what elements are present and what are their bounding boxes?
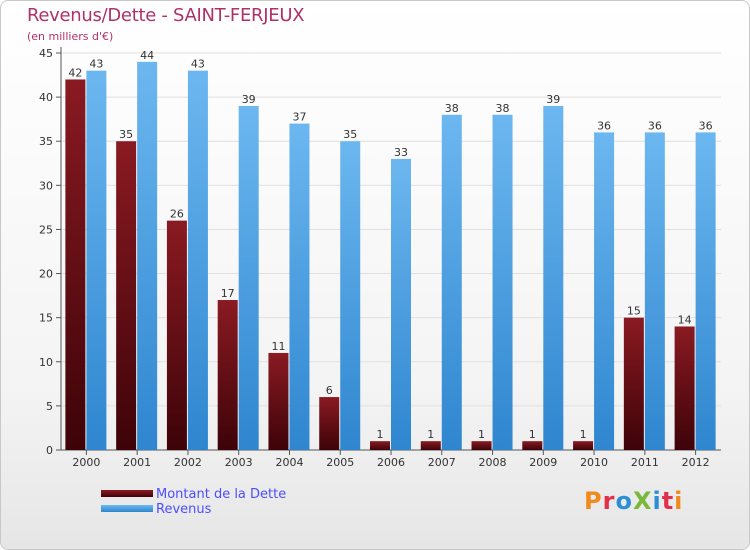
data-label-debt: 1 [580, 428, 587, 441]
proxiti-logo: ProXiti [584, 487, 683, 515]
bar-revenue [441, 114, 462, 450]
bar-revenue [340, 141, 361, 450]
y-tick-label: 30 [39, 179, 53, 192]
bar-debt [65, 79, 86, 450]
y-tick-label: 20 [39, 268, 53, 281]
data-label-revenue: 38 [445, 102, 459, 115]
bar-revenue [187, 70, 208, 451]
logo-letter: t [661, 487, 675, 515]
data-label-debt: 1 [377, 428, 384, 441]
data-label-revenue: 36 [597, 119, 611, 132]
bar-revenue [594, 132, 615, 450]
data-label-debt: 26 [170, 208, 184, 221]
x-tick-label: 2008 [479, 456, 507, 469]
x-tick-label: 2001 [123, 456, 151, 469]
bar-revenue [238, 105, 259, 450]
data-label-revenue: 39 [546, 93, 560, 106]
x-tick-label: 2004 [275, 456, 303, 469]
bar-debt [319, 397, 340, 450]
data-label-debt: 14 [678, 313, 692, 326]
data-label-revenue: 33 [394, 146, 408, 159]
bar-revenue [289, 123, 310, 451]
data-label-debt: 1 [427, 428, 434, 441]
bar-debt [522, 441, 543, 450]
y-tick-label: 0 [46, 444, 53, 457]
bar-revenue [695, 132, 716, 450]
x-tick-label: 2003 [225, 456, 253, 469]
x-tick-label: 2007 [428, 456, 456, 469]
y-tick-label: 40 [39, 91, 53, 104]
data-label-revenue: 36 [699, 119, 713, 132]
data-label-revenue: 37 [292, 111, 306, 124]
logo-letter: r [602, 487, 616, 515]
data-label-revenue: 39 [242, 93, 256, 106]
x-tick-label: 2012 [682, 456, 710, 469]
y-tick-label: 25 [39, 223, 53, 236]
bar-debt [420, 441, 441, 450]
x-tick-label: 2011 [631, 456, 659, 469]
data-label-debt: 42 [68, 66, 82, 79]
bar-debt [268, 352, 289, 450]
legend-label-revenue: Revenus [156, 502, 212, 517]
logo-letter: i [674, 487, 684, 515]
x-tick-label: 2009 [529, 456, 557, 469]
data-label-debt: 15 [627, 305, 641, 318]
x-tick-label: 2000 [72, 456, 100, 469]
y-tick-label: 45 [39, 47, 53, 60]
y-tick-label: 10 [39, 356, 53, 369]
data-label-debt: 17 [221, 287, 235, 300]
data-label-revenue: 44 [140, 49, 154, 62]
x-tick-label: 2005 [326, 456, 354, 469]
data-label-revenue: 43 [89, 58, 103, 71]
y-tick-label: 15 [39, 312, 53, 325]
bar-debt [573, 441, 594, 450]
bar-debt [166, 220, 187, 450]
bar-debt [674, 326, 695, 450]
y-tick-label: 35 [39, 135, 53, 148]
chart-subtitle: (en milliers d'€) [27, 30, 114, 43]
bar-debt [116, 141, 137, 450]
logo-letter: P [584, 487, 603, 515]
chart-title: Revenus/Dette - SAINT-FERJEUX [27, 5, 305, 26]
bar-revenue [137, 61, 158, 450]
data-label-debt: 6 [326, 384, 333, 397]
bar-debt [217, 300, 238, 450]
x-tick-label: 2002 [174, 456, 202, 469]
data-label-debt: 35 [119, 128, 133, 141]
logo-letter: o [615, 487, 633, 515]
x-tick-label: 2006 [377, 456, 405, 469]
legend-label-debt: Montant de la Dette [156, 487, 287, 502]
bar-revenue [86, 70, 107, 451]
data-label-debt: 1 [478, 428, 485, 441]
data-label-revenue: 36 [648, 119, 662, 132]
legend-swatch-debt [101, 490, 153, 497]
logo-letter: i [652, 487, 662, 515]
data-label-debt: 1 [529, 428, 536, 441]
bar-debt [623, 317, 644, 450]
logo-letter: X [632, 487, 653, 515]
bar-debt [370, 441, 390, 450]
bar-revenue [391, 158, 411, 450]
data-label-revenue: 35 [343, 128, 357, 141]
bar-revenue [543, 105, 564, 450]
bar-revenue [492, 114, 513, 450]
legend-swatch-revenue [101, 505, 153, 512]
y-tick-label: 5 [46, 400, 53, 413]
x-tick-label: 2010 [580, 456, 608, 469]
data-label-revenue: 43 [191, 58, 205, 71]
bar-revenue [644, 132, 665, 450]
data-label-revenue: 38 [496, 102, 510, 115]
data-label-debt: 11 [271, 340, 285, 353]
bar-debt [471, 441, 492, 450]
